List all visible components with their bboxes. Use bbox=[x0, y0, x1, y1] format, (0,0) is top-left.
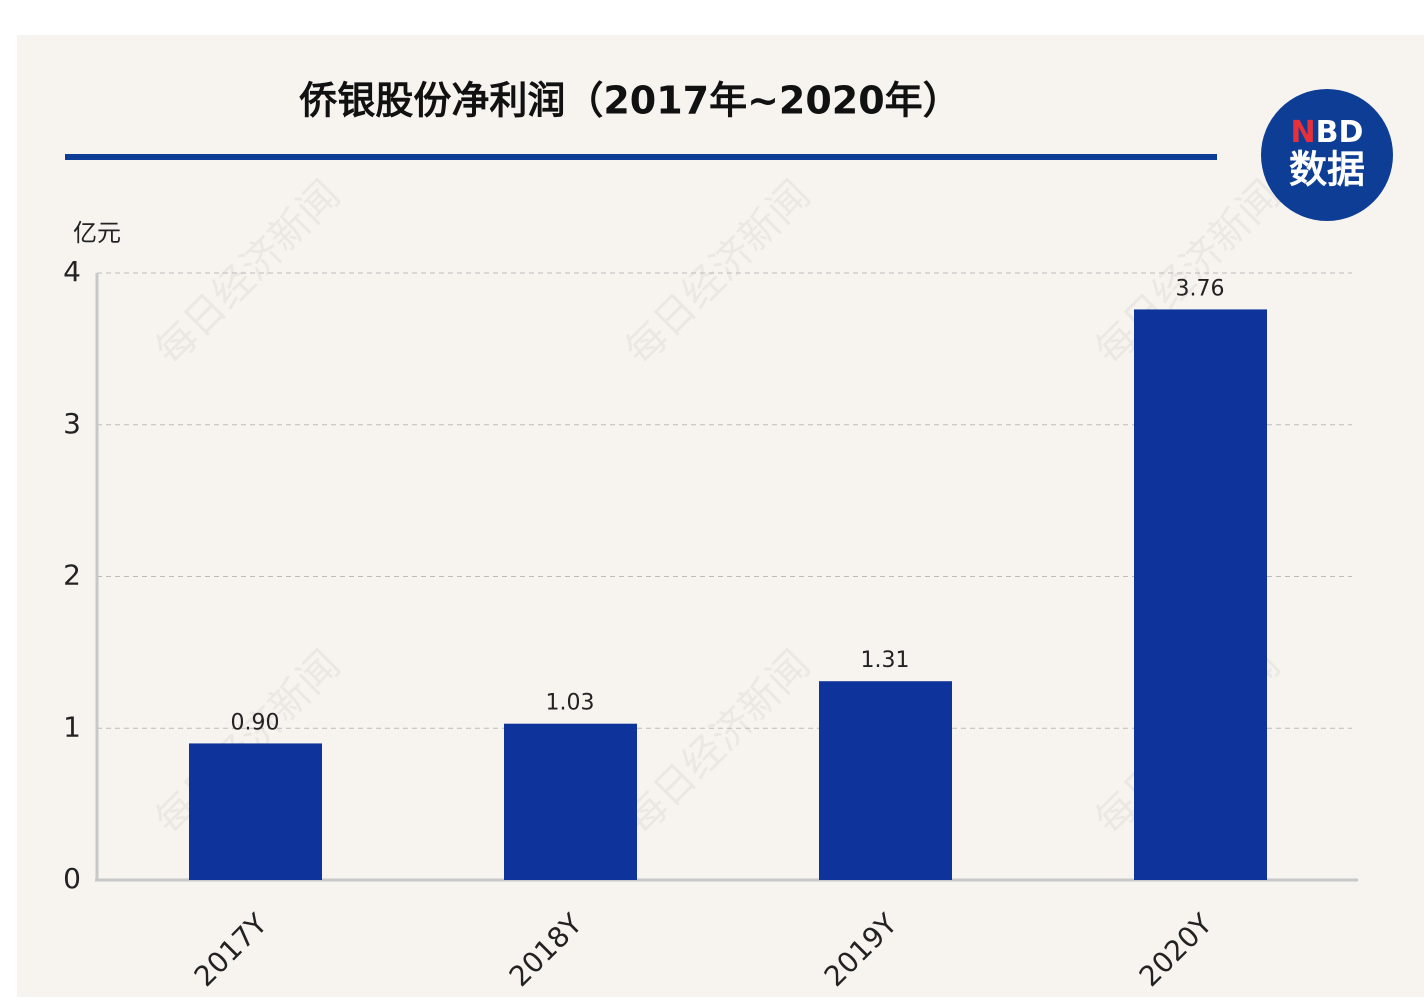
value-label: 1.03 bbox=[546, 691, 595, 716]
bar bbox=[504, 723, 637, 880]
value-label: 0.90 bbox=[231, 710, 280, 735]
y-tick-label: 1 bbox=[63, 710, 81, 743]
unit-label: 亿元 bbox=[73, 219, 121, 247]
y-tick-label: 4 bbox=[63, 255, 81, 288]
logo-bd: BD bbox=[1316, 115, 1364, 150]
logo: NBD 数据 bbox=[1261, 89, 1393, 221]
y-tick-label: 3 bbox=[63, 407, 81, 440]
title-rule bbox=[65, 154, 1217, 160]
y-tick-label: 2 bbox=[63, 559, 81, 592]
bar bbox=[819, 681, 952, 880]
logo-circle bbox=[1261, 89, 1393, 221]
logo-subtitle: 数据 bbox=[1289, 148, 1365, 192]
logo-text: NBD bbox=[1291, 115, 1364, 150]
logo-n: N bbox=[1291, 115, 1316, 150]
chart-title: 侨银股份净利润（2017年~2020年） bbox=[298, 79, 960, 123]
y-tick-label: 0 bbox=[63, 862, 81, 895]
value-label: 3.76 bbox=[1176, 276, 1225, 301]
bar bbox=[1134, 309, 1267, 880]
bar bbox=[189, 743, 322, 880]
value-label: 1.31 bbox=[861, 648, 910, 673]
